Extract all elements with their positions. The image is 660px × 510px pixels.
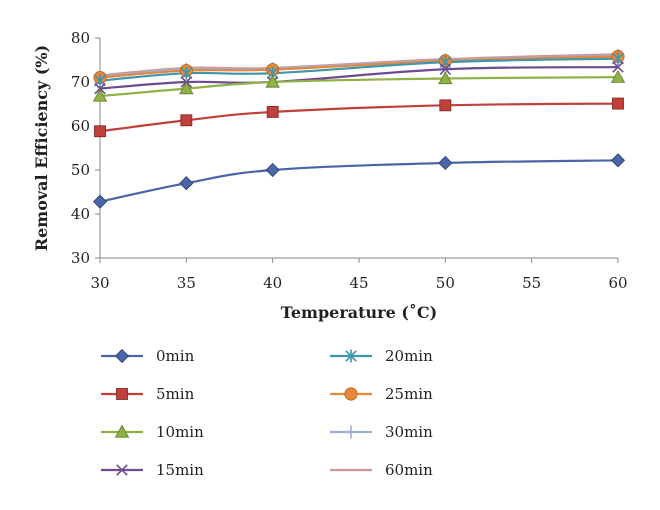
legend-item-25min: 25min <box>330 385 433 403</box>
legend-label: 10min <box>156 423 204 441</box>
legend-label: 0min <box>156 347 195 365</box>
legend-label: 5min <box>156 385 195 403</box>
series-markers <box>92 49 626 209</box>
x-tick-label: 45 <box>349 274 368 292</box>
y-axis-title: Removal Efficiency (%) <box>32 45 51 251</box>
axes: 30 40 50 60 70 80 30 35 40 45 50 55 60 <box>71 29 628 292</box>
legend-item-20min: 20min <box>330 347 433 365</box>
series-line-15min <box>99 65 619 90</box>
series-line-5min <box>99 102 619 133</box>
data-point-10min <box>610 69 626 83</box>
y-tick-label: 70 <box>71 73 90 91</box>
legend: 0min 5min 10min 15min 20min 25min 30min 60min <box>101 347 433 479</box>
x-tick-label: 50 <box>436 274 455 292</box>
data-point-0min <box>179 176 194 191</box>
data-point-5min <box>180 114 193 127</box>
data-point-5min <box>439 99 452 112</box>
y-tick-label: 60 <box>71 117 90 135</box>
series-line-0min <box>99 159 619 203</box>
data-point-0min <box>610 153 626 168</box>
legend-marker <box>116 388 128 400</box>
legend-item-5min: 5min <box>101 385 195 403</box>
legend-item-15min: 15min <box>101 461 204 479</box>
x-tick-label: 40 <box>263 274 282 292</box>
legend-marker <box>116 464 128 476</box>
data-point-10min <box>92 88 108 102</box>
legend-label: 30min <box>385 423 433 441</box>
legend-label: 20min <box>385 347 433 365</box>
legend-marker <box>114 424 130 438</box>
x-ticks: 30 35 40 45 50 55 60 <box>90 258 628 292</box>
legend-marker <box>114 348 130 364</box>
data-point-5min <box>94 125 106 138</box>
data-point-15min <box>439 63 452 76</box>
data-point-20min <box>180 66 193 80</box>
data-point-0min <box>265 162 280 178</box>
x-tick-label: 55 <box>522 274 541 292</box>
data-point-15min <box>94 82 106 95</box>
legend-item-30min: 30min <box>330 423 433 441</box>
x-tick-label: 30 <box>90 274 109 292</box>
y-tick-label: 30 <box>71 249 90 267</box>
legend-marker <box>344 387 358 401</box>
y-ticks: 30 40 50 60 70 80 <box>71 29 100 267</box>
x-tick-label: 60 <box>608 274 627 292</box>
data-point-5min <box>612 97 624 110</box>
data-point-10min <box>179 81 194 95</box>
legend-item-60min: 60min <box>330 461 433 479</box>
data-point-10min <box>438 71 453 85</box>
legend-item-10min: 10min <box>101 423 204 441</box>
data-point-15min <box>612 61 624 73</box>
legend-label: 15min <box>156 461 204 479</box>
y-tick-label: 40 <box>71 205 90 223</box>
data-point-0min <box>438 155 453 171</box>
legend-label: 25min <box>385 385 433 403</box>
y-tick-label: 50 <box>71 161 90 179</box>
series-line-20min <box>99 57 619 82</box>
data-point-0min <box>92 194 108 209</box>
x-axis-title: Temperature (˚C) <box>281 302 437 322</box>
legend-item-0min: 0min <box>101 347 195 365</box>
series-line-10min <box>99 76 619 98</box>
y-tick-label: 80 <box>71 29 90 47</box>
series-line-25min <box>99 55 619 79</box>
data-point-5min <box>266 105 279 118</box>
legend-marker <box>345 349 357 363</box>
series-lines <box>99 53 619 203</box>
data-point-20min <box>612 52 624 66</box>
x-tick-label: 35 <box>177 274 196 292</box>
legend-label: 60min <box>385 461 433 479</box>
data-point-10min <box>265 74 280 88</box>
legend-marker <box>344 425 358 439</box>
